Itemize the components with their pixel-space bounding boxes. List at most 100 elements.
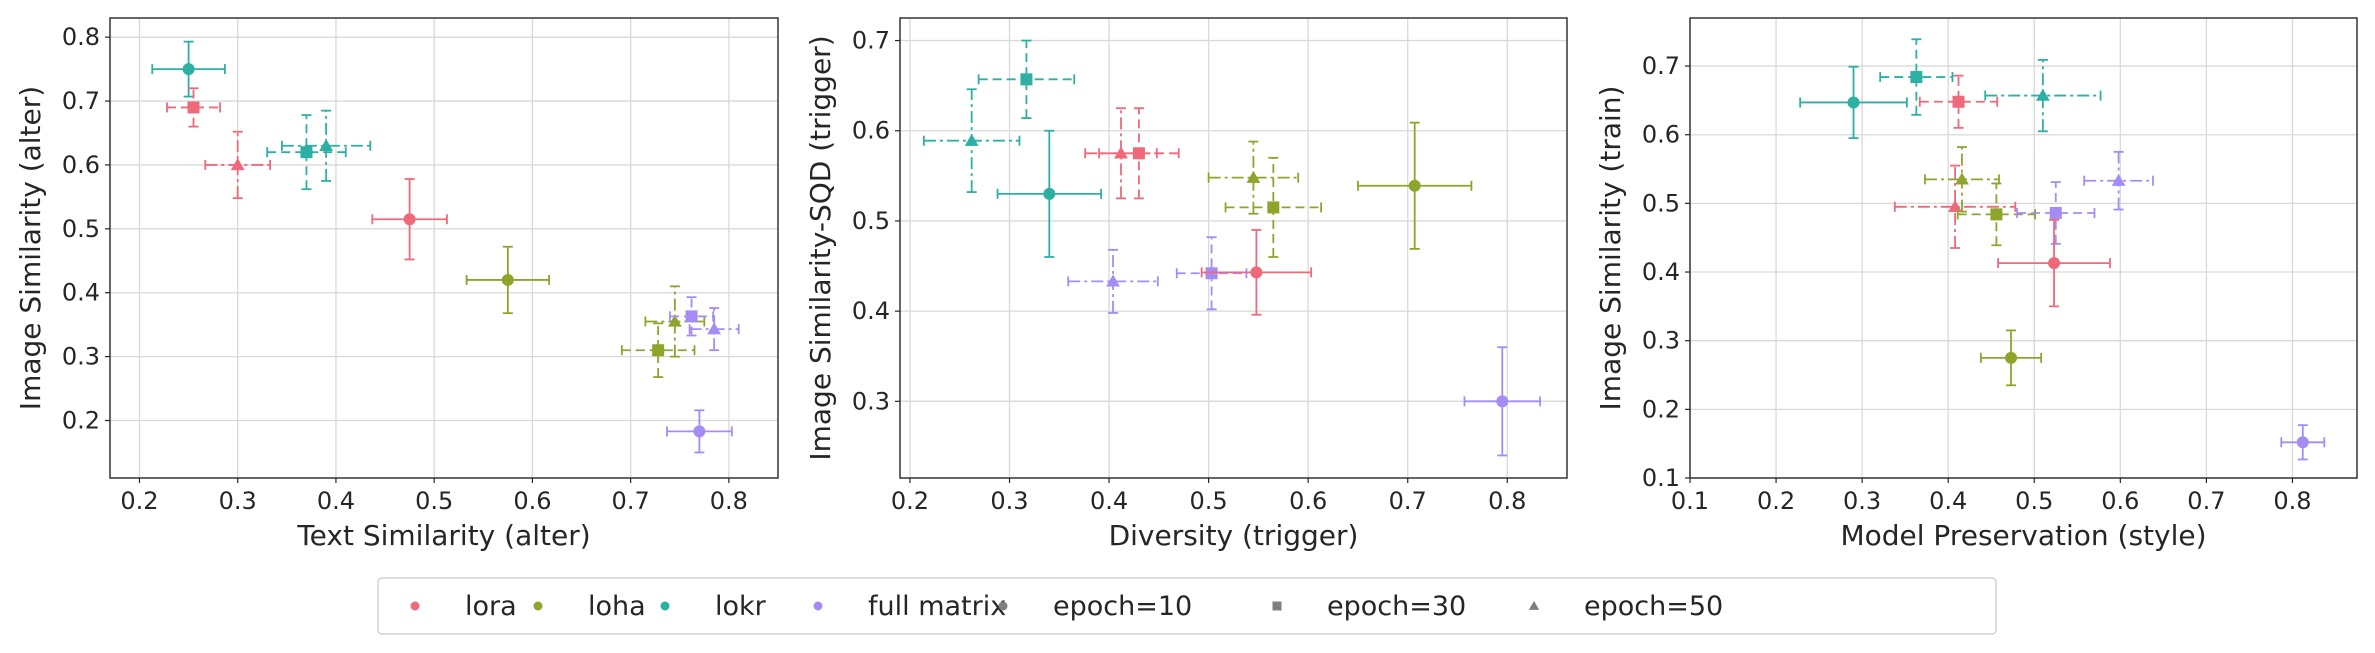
legend-label: full matrix [868,591,1006,622]
y-axis-label: Image Similarity (train) [1594,86,1627,411]
x-axis-label: Diversity (trigger) [1109,519,1359,552]
data-marker [2035,88,2050,101]
x-tick-label: 0.2 [891,487,929,515]
x-tick-label: 0.5 [415,487,453,515]
legend-box [377,577,1997,635]
point-lora-epoch50 [204,130,272,200]
point-loha-epoch30 [620,322,696,378]
data-marker [1847,96,1860,109]
x-tick-label: 0.8 [2273,487,2311,515]
point-lora-epoch30 [1918,74,1999,129]
data-marker [182,63,195,76]
data-marker [2049,206,2062,219]
y-tick-label: 0.7 [62,87,100,115]
y-tick-label: 0.5 [62,215,100,243]
data-marker [2005,351,2018,364]
point-loha-epoch30 [1956,182,2037,247]
legend-entry-full-matrix: full matrix [813,591,1006,622]
data-marker [1020,73,1033,86]
y-tick-label: 0.3 [852,387,890,415]
data-marker [300,146,313,159]
legend-marker [813,601,823,611]
point-loha-epoch30 [1224,156,1323,258]
point-full-matrix-epoch30 [1175,236,1248,311]
y-tick-label: 0.4 [1642,258,1680,286]
legend-marker [533,601,543,611]
scatter-panel-3: 0.1 0.2 0.3 0.4 0.5 0.6 0.7 0.8 0.1 0.2 0.3 0.4 0.5 0… [1594,17,2358,552]
legend-marker [660,601,670,611]
scatter-panel-1: 0.2 0.3 0.4 0.5 0.6 0.7 0.8 0.2 0.3 0.4 0.5 0.6 0.7 0… [14,17,779,552]
data-marker [230,158,245,171]
y-tick-label: 0.4 [852,297,890,325]
x-tick-label: 0.6 [1289,487,1327,515]
data-marker [685,310,698,323]
data-marker [2296,436,2309,449]
data-marker [319,138,334,151]
legend-entry-lokr: lokr [660,591,767,622]
x-tick-label: 0.4 [1929,487,1967,515]
y-axis-label: Image Similarity-SQD (trigger) [804,35,837,460]
data-marker [501,273,514,286]
point-loha-epoch10 [1979,329,2043,387]
data-marker [1267,201,1280,214]
point-lora-epoch30 [166,87,221,128]
data-marker [707,322,722,335]
x-tick-label: 0.2 [1757,487,1795,515]
data-marker [1043,187,1056,200]
data-marker [1408,179,1421,192]
x-tick-label: 0.6 [513,487,551,515]
point-lokr-epoch50 [281,109,372,182]
data-marker [1132,147,1145,160]
x-tick-label: 0.6 [2101,487,2139,515]
legend-label: epoch=30 [1327,591,1466,622]
y-tick-label: 0.2 [62,407,100,435]
data-marker [187,101,200,114]
legend-entry-epoch-30: epoch=30 [1272,591,1466,622]
x-tick-label: 0.7 [1389,487,1427,515]
legend-marker [998,601,1008,611]
y-axis-label: Image Similarity (alter) [14,86,47,410]
x-tick-label: 0.5 [1190,487,1228,515]
point-lora-epoch10 [1200,229,1313,316]
data-marker [667,314,682,327]
point-full-matrix-epoch50 [688,307,740,352]
x-axis-label: Text Similarity (alter) [296,519,590,552]
legend-marker [1528,600,1540,610]
legend-label: epoch=50 [1584,591,1723,622]
x-tick-label: 0.7 [2187,487,2225,515]
x-tick-label: 0.3 [990,487,1028,515]
y-tick-label: 0.4 [62,279,100,307]
y-tick-label: 0.3 [62,343,100,371]
scatter-panel-2: 0.2 0.3 0.4 0.5 0.6 0.7 0.8 0.3 0.4 0.5 0.6 0.7 Dive… [804,17,1568,552]
y-tick-label: 0.1 [1642,464,1680,492]
data-marker [1106,274,1120,287]
x-tick-label: 0.4 [1090,487,1128,515]
x-axis-label: Model Preservation (style) [1840,519,2206,552]
x-tick-label: 0.3 [219,487,257,515]
data-marker [1205,267,1218,280]
legend-label: lora [465,591,517,622]
legend-label: loha [588,591,646,622]
data-marker [2111,173,2126,186]
data-marker [1955,172,1969,185]
y-tick-label: 0.5 [852,207,890,235]
data-marker [1952,95,1965,108]
y-tick-label: 0.3 [1642,327,1680,355]
data-marker [2048,257,2061,270]
point-lokr-epoch30 [977,39,1076,120]
legend-label: epoch=10 [1053,591,1192,622]
y-tick-label: 0.7 [1642,52,1680,80]
legend-entry-epoch-10: epoch=10 [998,591,1192,622]
legend-entry-loha: loha [533,591,646,622]
x-tick-label: 0.3 [1843,487,1881,515]
plot-frame [109,17,779,479]
x-tick-label: 0.4 [317,487,355,515]
legend: lora loha lokr full matrix epoch=10 epoch=30 e… [377,577,1997,635]
point-lora-epoch50 [1084,107,1158,200]
x-tick-label: 0.7 [612,487,650,515]
point-lora-epoch10 [1997,218,2111,308]
point-full-matrix-epoch30 [2016,181,2096,245]
y-tick-label: 0.6 [1642,121,1680,149]
x-tick-label: 0.2 [120,487,158,515]
legend-entry-epoch-50: epoch=50 [1528,591,1723,622]
